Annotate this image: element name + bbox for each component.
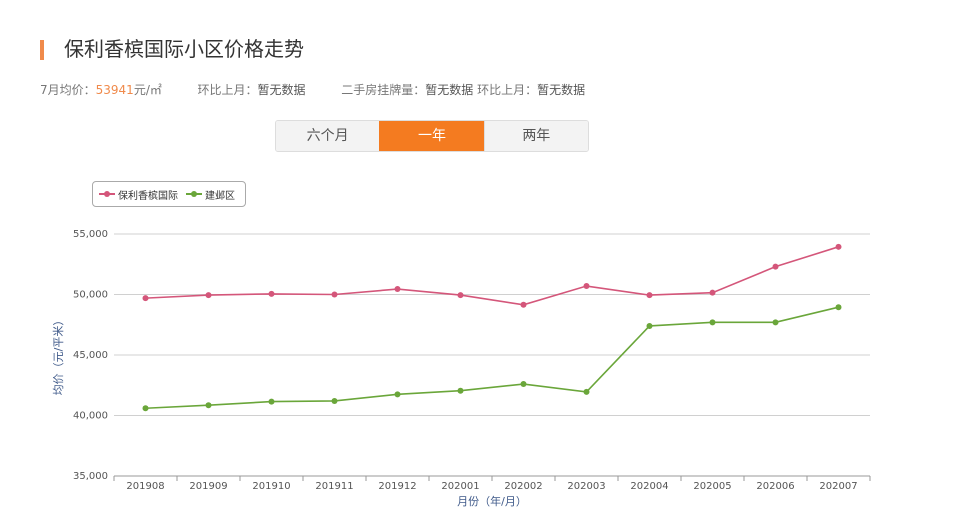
y-tick-label: 50,000 (73, 290, 108, 301)
tab-two-years[interactable]: 两年 (483, 121, 588, 151)
y-axis-title: 均价（元/平米） (52, 315, 65, 396)
avg-price-label: 7月均价： (40, 83, 96, 97)
data-point-series-2 (142, 405, 149, 412)
data-point-series-2 (205, 402, 212, 409)
data-point-series-1 (268, 290, 275, 297)
legend-item-series-2[interactable]: 建邺区 (186, 187, 235, 202)
mom-label: 环比上月： (197, 83, 258, 97)
legend-marker-series-1 (99, 189, 115, 199)
title-accent-bar (40, 40, 44, 60)
period-tabs: 六个月 一年 两年 (275, 120, 589, 152)
x-axis-title: 月份（年/月） (457, 494, 527, 508)
data-point-series-1 (331, 291, 338, 298)
data-point-series-1 (583, 283, 590, 290)
data-point-series-2 (583, 388, 590, 395)
x-tick-label: 202003 (567, 481, 605, 492)
series-line-2 (145, 306, 839, 410)
data-point-series-2 (772, 319, 779, 326)
x-tick-label: 202005 (693, 481, 731, 492)
data-point-series-1 (457, 292, 464, 299)
avg-price-value: 53941 (95, 83, 134, 97)
data-point-series-2 (331, 397, 338, 404)
data-point-series-1 (520, 301, 527, 308)
y-tick-label: 35,000 (73, 471, 108, 482)
legend-marker-series-2 (186, 189, 202, 199)
x-tick-label: 202002 (504, 481, 542, 492)
mom-value: 暂无数据 (257, 83, 306, 97)
listings-value: 暂无数据 (425, 83, 474, 97)
y-tick-label: 55,000 (73, 229, 108, 240)
listings-mom-value: 暂无数据 (537, 83, 586, 97)
tab-six-months[interactable]: 六个月 (276, 121, 380, 151)
data-point-series-1 (205, 292, 212, 299)
tab-one-year[interactable]: 一年 (379, 121, 484, 151)
x-tick-label: 201909 (189, 481, 227, 492)
series-line-1 (145, 246, 839, 306)
x-tick-label: 202001 (441, 481, 479, 492)
price-stats: 7月均价：53941元/㎡ 环比上月：暂无数据 二手房挂牌量：暂无数据 环比上月… (40, 80, 585, 100)
x-tick-label: 202004 (630, 481, 668, 492)
x-tick-label: 201908 (126, 481, 164, 492)
data-point-series-2 (709, 319, 716, 326)
legend-label-series-1: 保利香槟国际 (118, 190, 178, 202)
y-tick-label: 40,000 (73, 411, 108, 422)
data-point-series-1 (142, 295, 149, 302)
listings-mom-label: 环比上月： (477, 83, 538, 97)
listings-label: 二手房挂牌量： (341, 83, 426, 97)
data-point-series-1 (394, 286, 401, 293)
data-point-series-2 (394, 391, 401, 398)
x-tick-label: 201911 (315, 481, 353, 492)
avg-price-unit: 元/㎡ (133, 83, 162, 97)
x-tick-label: 201910 (252, 481, 290, 492)
data-point-series-2 (268, 398, 275, 405)
data-point-series-1 (772, 263, 779, 270)
legend-item-series-1[interactable]: 保利香槟国际 (99, 187, 178, 202)
data-point-series-2 (457, 387, 464, 394)
x-tick-label: 201912 (378, 481, 416, 492)
legend-label-series-2: 建邺区 (205, 190, 235, 202)
chart-legend: 保利香槟国际 建邺区 (92, 181, 246, 207)
data-point-series-2 (646, 322, 653, 329)
data-point-series-2 (835, 304, 842, 311)
data-point-series-1 (835, 243, 842, 250)
page-title: 保利香槟国际小区价格走势 (64, 37, 304, 61)
data-point-series-2 (520, 381, 527, 388)
y-tick-label: 45,000 (73, 350, 108, 361)
x-tick-label: 202007 (819, 481, 857, 492)
data-point-series-1 (646, 292, 653, 299)
data-point-series-1 (709, 289, 716, 296)
x-tick-label: 202006 (756, 481, 794, 492)
